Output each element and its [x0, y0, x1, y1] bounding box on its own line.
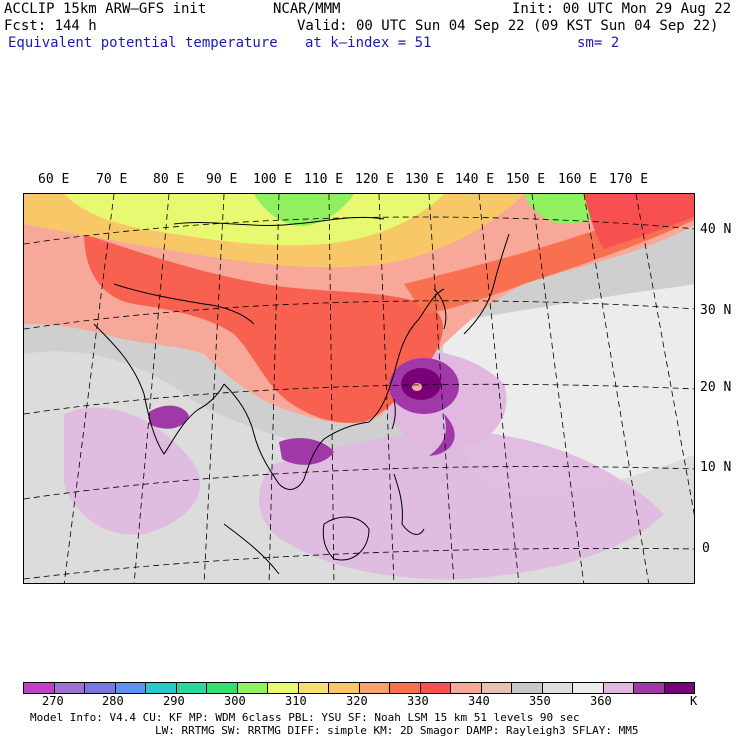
level-label: at k–index = 51 — [305, 35, 432, 51]
colorbar-swatch — [390, 683, 421, 693]
colorbar-swatch — [603, 683, 634, 693]
coast-korea — [433, 288, 447, 330]
smoothing-label: sm= 2 — [577, 35, 620, 51]
colorbar-swatch — [664, 683, 694, 693]
colorbar-label-270: 270 — [42, 694, 64, 708]
field-name: Equivalent potential temperature — [8, 35, 278, 51]
field-yellow-mongolia — [64, 194, 444, 246]
lat-label-30n: 30 N — [700, 303, 732, 318]
grid-lon-80e — [133, 194, 170, 583]
lon-label-160e: 160 E — [558, 172, 598, 187]
colorbar-swatch — [146, 683, 177, 693]
lat-label-40n: 40 N — [700, 222, 732, 237]
typhoon-spiral-band — [429, 414, 455, 456]
lon-label-140e: 140 E — [455, 172, 495, 187]
lon-label-110e: 110 E — [304, 172, 344, 187]
model-title: ACCLIP 15km ARW–GFS init — [4, 1, 207, 17]
lon-label-90e: 90 E — [206, 172, 238, 187]
theta-e-field-map — [24, 194, 694, 583]
grid-lon-160e — [583, 194, 650, 583]
colorbar-label-350: 350 — [529, 694, 551, 708]
grid-lon-90e — [203, 194, 225, 583]
colorbar-swatch — [268, 683, 299, 693]
graticule — [24, 194, 694, 583]
coast-borneo — [322, 516, 370, 561]
colorbar-swatch — [24, 683, 55, 693]
init-time: Init: 00 UTC Mon 29 Aug 22 — [512, 1, 732, 17]
colorbar-swatch — [573, 683, 604, 693]
valid-time: Valid: 00 UTC Sun 04 Sep 22 (09 KST Sun … — [297, 18, 719, 34]
grid-lon-170e — [635, 194, 694, 516]
grid-lon-130e — [428, 194, 455, 583]
colorbar-label-300: 300 — [224, 694, 246, 708]
border-tibet — [113, 283, 255, 325]
colorbar-label-330: 330 — [407, 694, 429, 708]
colorbar — [23, 682, 695, 694]
colorbar-swatch — [85, 683, 116, 693]
lat-label-10n: 10 N — [700, 460, 732, 475]
field-green-siberia — [254, 194, 354, 227]
colorbar-swatch — [512, 683, 543, 693]
footer-physics-info: LW: RRTMG SW: RRTMG DIFF: simple KM: 2D … — [155, 724, 639, 737]
colorbar-swatch — [176, 683, 207, 693]
lon-label-170e: 170 E — [609, 172, 649, 187]
lon-label-60e: 60 E — [38, 172, 70, 187]
coast-india — [93, 323, 225, 455]
forecast-hour: Fcst: 144 h — [4, 18, 97, 34]
lon-label-130e: 130 E — [405, 172, 445, 187]
field-red-china — [84, 234, 443, 423]
colorbar-swatch — [329, 683, 360, 693]
colorbar-swatch — [237, 683, 268, 693]
map-panel[interactable] — [23, 193, 695, 584]
colorbar-label-360: 360 — [590, 694, 612, 708]
coast-taiwan — [391, 398, 396, 430]
colorbar-label-320: 320 — [346, 694, 368, 708]
colorbar-swatch — [451, 683, 482, 693]
colorbar-swatch — [54, 683, 85, 693]
grid-lon-70e — [63, 194, 115, 583]
grid-lon-120e — [378, 194, 395, 583]
lon-label-150e: 150 E — [506, 172, 546, 187]
colorbar-swatch — [420, 683, 451, 693]
lat-label-20n: 20 N — [700, 380, 732, 395]
colorbar-label-290: 290 — [163, 694, 185, 708]
field-lavender-indian-ocean — [64, 407, 201, 535]
colorbar-swatch — [542, 683, 573, 693]
footer-model-info: Model Info: V4.4 CU: KF MP: WDM 6class P… — [30, 711, 580, 724]
colorbar-label-310: 310 — [285, 694, 307, 708]
grid-lon-140e — [478, 194, 520, 583]
colorbar-swatch — [298, 683, 329, 693]
colorbar-swatch — [115, 683, 146, 693]
grid-lon-150e — [531, 194, 585, 583]
colorbar-swatch — [359, 683, 390, 693]
field-purple-bay-of-bengal — [149, 405, 189, 429]
coast-japan — [463, 233, 510, 335]
lon-label-100e: 100 E — [253, 172, 293, 187]
lat-label-0: 0 — [702, 541, 710, 556]
coast-indochina — [223, 383, 370, 490]
field-red-band-northpacific — [584, 194, 694, 249]
coast-philippines — [393, 473, 425, 535]
colorbar-swatch — [634, 683, 665, 693]
organization-label: NCAR/MMM — [273, 1, 341, 17]
grid-lon-110e — [328, 194, 335, 583]
field-purple-south-china-sea — [279, 438, 334, 465]
lon-label-120e: 120 E — [355, 172, 395, 187]
typhoon-eye — [412, 383, 422, 391]
lon-label-80e: 80 E — [153, 172, 185, 187]
field-lavender-tropical-pacific — [259, 431, 664, 580]
lon-label-70e: 70 E — [96, 172, 128, 187]
colorbar-unit-label: K — [690, 694, 698, 708]
coast-china — [368, 288, 445, 423]
colorbar-label-340: 340 — [468, 694, 490, 708]
coast-sumatra — [223, 523, 280, 575]
colorbar-label-280: 280 — [102, 694, 124, 708]
grid-lon-100e — [268, 194, 280, 583]
colorbar-swatch — [481, 683, 512, 693]
typhoon-core — [401, 368, 441, 400]
colorbar-swatch — [207, 683, 238, 693]
